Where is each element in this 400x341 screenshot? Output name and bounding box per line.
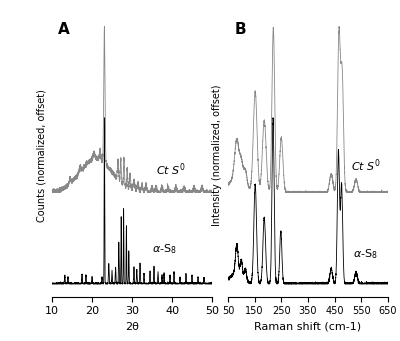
X-axis label: 2θ: 2θ xyxy=(125,322,139,332)
Text: $\alpha$-S$_8$: $\alpha$-S$_8$ xyxy=(353,247,378,261)
X-axis label: Raman shift (cm-1): Raman shift (cm-1) xyxy=(254,322,362,332)
Y-axis label: Intensity (normalized, offset): Intensity (normalized, offset) xyxy=(212,85,222,226)
Text: $\it{Ct}$ $S^0$: $\it{Ct}$ $S^0$ xyxy=(351,158,380,174)
Text: B: B xyxy=(234,22,246,37)
Text: A: A xyxy=(58,22,70,37)
Text: $\it{Ct}$ $S^0$: $\it{Ct}$ $S^0$ xyxy=(156,161,186,178)
Text: $\alpha$-S$_8$: $\alpha$-S$_8$ xyxy=(152,242,177,256)
Y-axis label: Counts (normalized, offset): Counts (normalized, offset) xyxy=(36,89,46,222)
